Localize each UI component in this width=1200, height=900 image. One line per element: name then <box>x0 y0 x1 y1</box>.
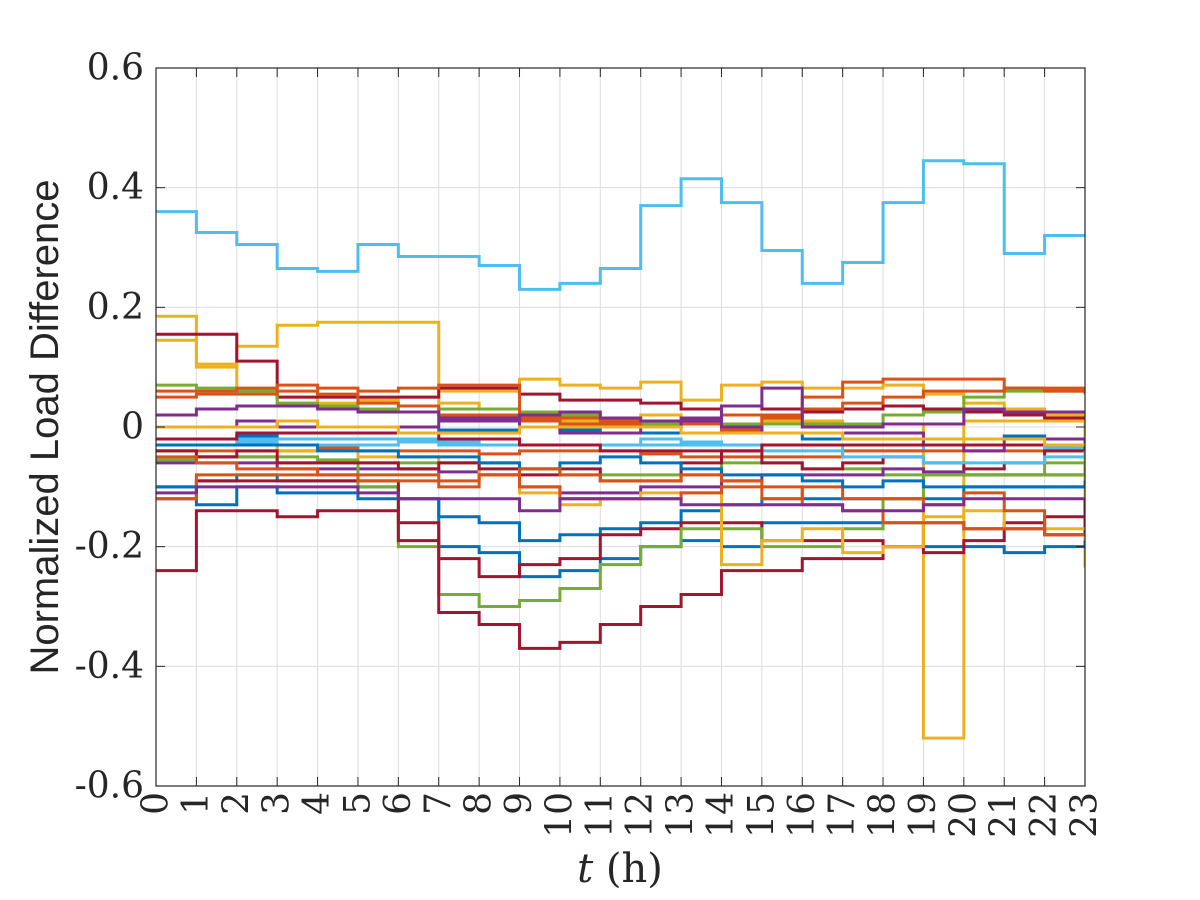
x-tick-label: 19 <box>903 792 944 838</box>
x-tick-label: 12 <box>620 792 661 838</box>
series-line-19 <box>156 443 1085 567</box>
x-tick-label: 9 <box>499 792 540 815</box>
y-tick-label: -0.4 <box>75 646 144 687</box>
series-line-3 <box>156 338 1085 439</box>
series-line-28 <box>156 485 1085 513</box>
series-line-1 <box>156 159 1085 291</box>
x-tick-label: 0 <box>136 792 177 815</box>
x-tick-label: 16 <box>782 792 823 838</box>
series-line-26 <box>156 419 1085 447</box>
x-tick-label: 21 <box>984 792 1025 838</box>
x-tick-label: 8 <box>459 792 500 815</box>
y-tick-label: 0.2 <box>87 287 144 328</box>
x-axis-label-unit: (h) <box>593 846 663 892</box>
x-tick-label: 2 <box>216 792 257 815</box>
y-axis-label: Normalized Load Difference <box>23 179 67 674</box>
x-tick-label: 10 <box>539 792 580 838</box>
y-tick-label: -0.6 <box>75 766 144 807</box>
x-tick-label: 4 <box>297 792 338 815</box>
x-tick-label: 22 <box>1024 792 1065 838</box>
x-axis-label: t (h) <box>577 846 663 892</box>
x-tick-label: 13 <box>661 792 702 838</box>
x-tick-label: 6 <box>378 792 419 815</box>
y-tick-label: 0 <box>121 407 144 448</box>
x-tick-label: 18 <box>863 792 904 838</box>
tick-labels: 0 1 2 3 4 5 6 7 8 9 10 11 12 13 14 15 16 17 18 19 20 21 22 230.… <box>75 48 1106 838</box>
ticks <box>155 67 1086 787</box>
x-tick-label: 5 <box>337 792 378 815</box>
x-tick-label: 17 <box>822 792 863 838</box>
series-line-27 <box>156 467 1085 537</box>
y-tick-label: 0.4 <box>87 167 144 208</box>
x-tick-label: 7 <box>418 792 459 815</box>
series-line-25 <box>156 431 1085 453</box>
series-line-23 <box>156 443 1085 489</box>
x-tick-label: 3 <box>257 792 298 815</box>
y-tick-label: 0.6 <box>87 48 144 89</box>
y-tick-label: -0.2 <box>75 526 144 567</box>
x-tick-label: 15 <box>741 792 782 838</box>
series-line-8 <box>156 386 1085 429</box>
x-tick-label: 11 <box>580 792 621 838</box>
x-axis-label-var: t <box>577 846 594 892</box>
x-tick-label: 1 <box>176 792 217 815</box>
x-tick-label: 14 <box>701 792 742 838</box>
x-tick-label: 23 <box>1065 792 1106 838</box>
series-line-24 <box>156 437 1085 465</box>
series-line-6 <box>156 377 1085 426</box>
series-line-4 <box>156 332 1085 420</box>
series-group <box>156 159 1085 740</box>
series-line-5 <box>156 383 1085 426</box>
x-tick-label: 20 <box>943 792 984 838</box>
